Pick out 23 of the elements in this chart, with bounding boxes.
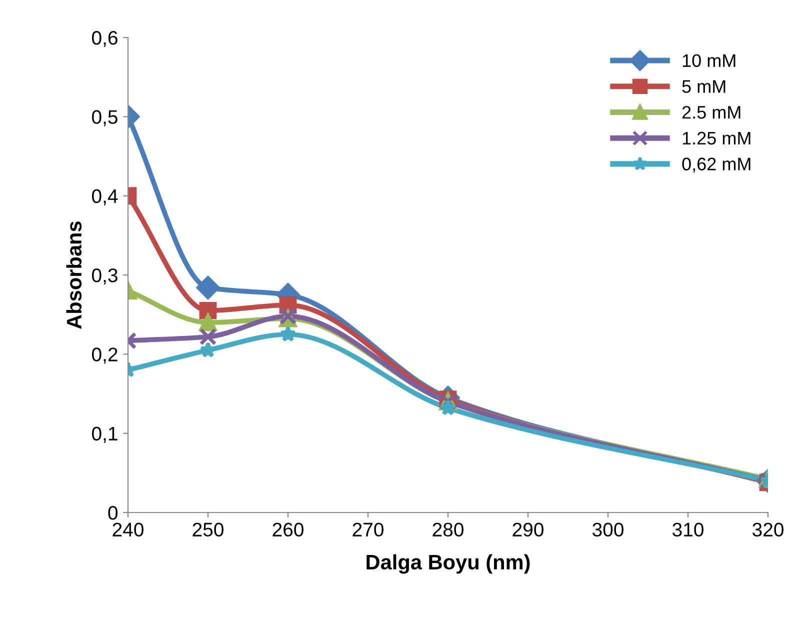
x-tick-label: 310 [672,522,704,537]
y-tick-label: 0,5 [92,110,118,126]
y-tick-label: 0,2 [92,348,118,364]
legend-label: 1.25 mM [682,132,750,145]
legend-label: 10 mM [682,54,736,68]
legend-label: 2.5 mM [682,106,740,119]
x-axis-title: Dalga Boyu (nm) [366,554,530,574]
legend-label: 0,62 mM [682,158,750,173]
legend-label: 5 mM [682,80,726,93]
x-tick-label: 250 [192,522,224,537]
x-tick-label: 280 [432,522,464,537]
y-tick-label: 0,3 [92,268,118,285]
y-axis-title: Absorbans [66,221,82,329]
y-tick-label: 0,1 [92,426,118,443]
y-tick-label: 0,6 [92,30,118,48]
x-tick-label: 240 [112,522,144,537]
x-tick-label: 290 [512,522,544,537]
x-tick-label: 300 [592,522,624,537]
x-tick-label: 270 [352,522,384,537]
y-tick-label: 0,4 [92,189,118,206]
x-tick-label: 260 [272,522,304,537]
x-tick-label: 320 [752,522,784,537]
y-tick-label: 0 [108,506,118,520]
